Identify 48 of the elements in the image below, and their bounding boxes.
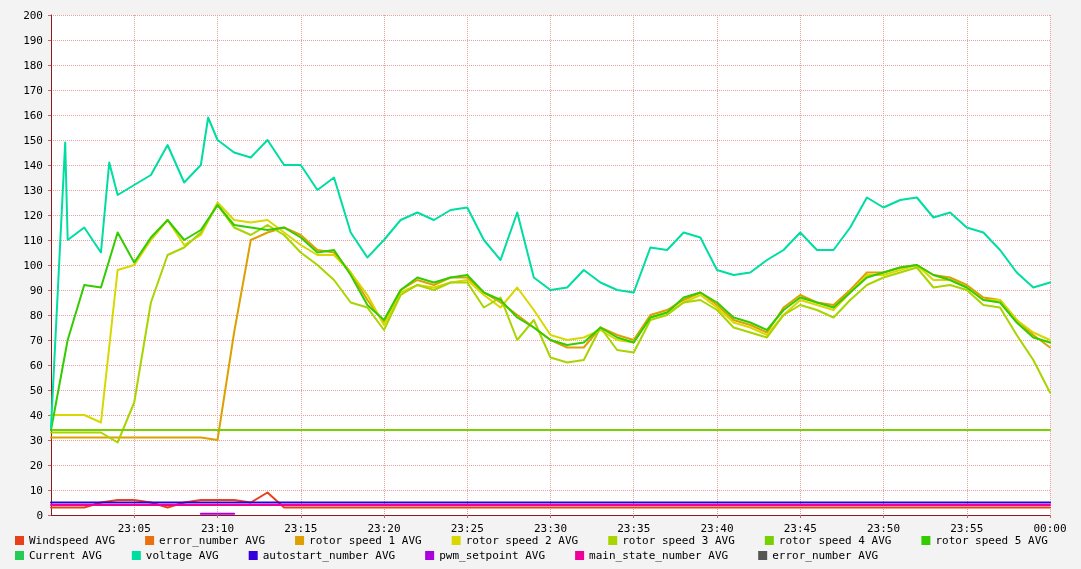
- y-tick-label: 180: [23, 58, 43, 72]
- y-tick-label: 100: [23, 258, 43, 272]
- x-tick-label: 23:50: [866, 522, 901, 535]
- x-tick-label: 23:05: [117, 522, 151, 535]
- legend-label: error_number AVG: [159, 534, 266, 547]
- y-tick-label: 50: [29, 383, 43, 397]
- x-tick-label: 23:55: [950, 522, 984, 535]
- x-tick-label: 23:25: [450, 522, 484, 535]
- y-tick-label: 60: [29, 358, 43, 372]
- y-tick-label: 10: [29, 483, 43, 497]
- legend-label: voltage AVG: [145, 549, 219, 562]
- x-tick-label: 23:20: [367, 522, 401, 535]
- y-tick-label: 130: [23, 183, 43, 197]
- legend-label: rotor speed 2 AVG: [465, 534, 579, 547]
- x-tick-label: 23:30: [533, 522, 568, 535]
- legend-label: pwm_setpoint AVG: [439, 549, 546, 562]
- x-tick-label: 00:00: [1033, 522, 1067, 535]
- legend-label: rotor speed 3 AVG: [622, 534, 735, 547]
- legend-label: Windspeed AVG: [29, 534, 116, 547]
- y-tick-label: 30: [29, 433, 43, 447]
- y-tick-label: 0: [36, 508, 43, 522]
- y-tick-label: 170: [23, 83, 43, 97]
- x-tick-label: 23:45: [783, 522, 817, 535]
- legend-label: rotor speed 4 AVG: [778, 534, 892, 547]
- y-tick-label: 200: [23, 8, 43, 22]
- line-series: [50, 491, 1051, 509]
- legend-label: rotor speed 1 AVG: [309, 534, 422, 547]
- x-tick-label: 23:35: [617, 522, 651, 535]
- y-tick-label: 70: [29, 333, 43, 347]
- y-tick-label: 110: [23, 233, 43, 247]
- legend-label: Current AVG: [29, 549, 102, 562]
- y-tick-label: 90: [29, 283, 43, 297]
- legend-label: main_state_number AVG: [589, 549, 729, 562]
- y-tick-label: 140: [23, 158, 43, 172]
- legend-label: autostart_number AVG: [262, 549, 396, 562]
- legend-label: error_number AVG: [772, 549, 879, 562]
- y-tick-label: 190: [23, 33, 43, 47]
- legend-label: rotor speed 5 AVG: [935, 534, 1048, 547]
- y-tick-label: 20: [29, 458, 43, 472]
- y-tick-label: 80: [29, 308, 43, 322]
- y-tick-label: 150: [23, 133, 43, 147]
- y-tick-label: 120: [23, 208, 43, 222]
- x-tick-label: 23:15: [284, 522, 318, 535]
- y-tick-label: 160: [23, 108, 43, 122]
- x-tick-label: 23:40: [700, 522, 734, 535]
- x-tick-label: 23:10: [200, 522, 235, 535]
- y-tick-label: 40: [29, 408, 43, 422]
- line-series: [50, 116, 1051, 429]
